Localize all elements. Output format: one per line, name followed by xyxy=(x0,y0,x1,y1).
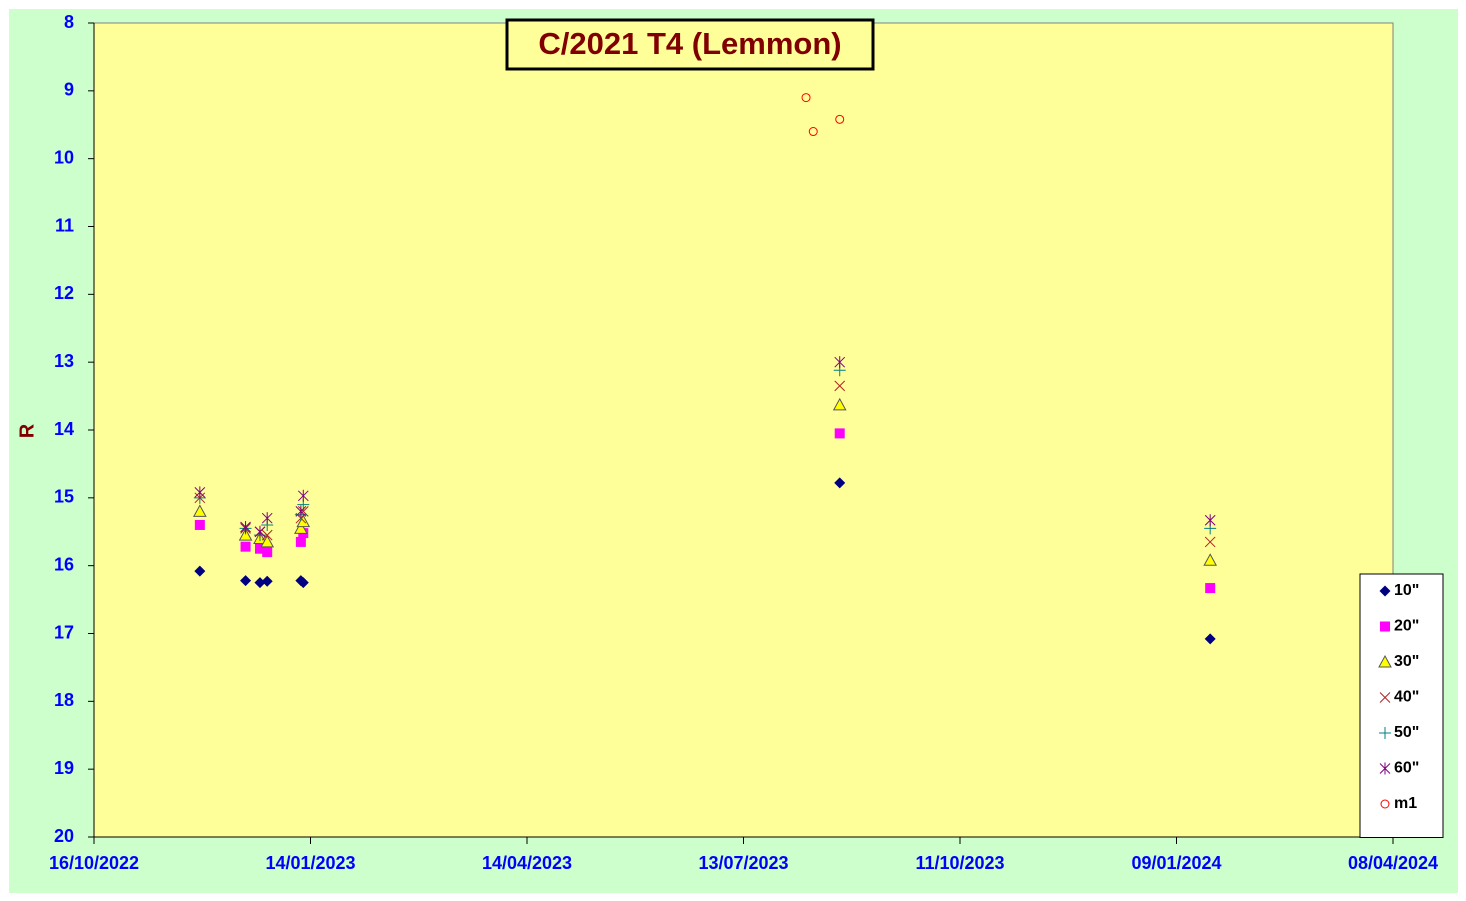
y-tick-label: 15 xyxy=(54,487,74,507)
plot-area xyxy=(93,22,1394,838)
data-point xyxy=(194,519,205,530)
chart-title: C/2021 T4 (Lemmon) xyxy=(538,26,841,61)
data-point xyxy=(1204,536,1216,548)
data-point xyxy=(240,575,252,587)
y-tick-label: 16 xyxy=(54,554,74,574)
legend-box xyxy=(1359,573,1444,838)
y-tick-label: 14 xyxy=(54,419,74,439)
y-tick-label: 13 xyxy=(54,351,74,371)
data-point xyxy=(832,397,847,411)
legend-label: 50" xyxy=(1394,724,1419,741)
y-tick-label: 9 xyxy=(64,80,74,100)
data-point xyxy=(297,489,309,502)
data-point xyxy=(295,505,307,518)
data-point xyxy=(297,577,309,589)
legend-marker xyxy=(1379,692,1391,703)
data-point xyxy=(240,541,251,552)
y-tick-label: 17 xyxy=(54,622,74,642)
y-tick-label: 12 xyxy=(54,283,74,303)
data-point xyxy=(834,380,846,392)
legend-marker xyxy=(1380,799,1390,809)
data-point xyxy=(261,575,273,587)
legend-label: m1 xyxy=(1394,795,1417,812)
x-tick-label: 14/01/2023 xyxy=(265,853,355,873)
y-tick-label: 11 xyxy=(55,215,74,235)
y-axis-label: R xyxy=(16,423,38,438)
data-point xyxy=(834,356,846,369)
data-point xyxy=(294,521,308,534)
data-point xyxy=(254,543,265,554)
y-tick-label: 8 xyxy=(64,12,74,32)
legend-label: 20" xyxy=(1394,618,1419,635)
x-tick-label: 16/10/2022 xyxy=(49,853,139,873)
data-point xyxy=(834,428,845,439)
data-point xyxy=(1204,633,1216,645)
data-point xyxy=(1205,583,1216,594)
x-tick-label: 11/10/2023 xyxy=(915,853,1004,873)
legend-label: 10" xyxy=(1394,582,1419,599)
data-point xyxy=(1204,514,1216,527)
data-point xyxy=(262,547,273,558)
data-point xyxy=(260,534,275,548)
y-tick-label: 10 xyxy=(54,147,74,167)
legend-marker xyxy=(1379,762,1391,775)
data-point xyxy=(808,127,818,137)
y-tick-label: 18 xyxy=(54,690,74,710)
data-point xyxy=(194,486,206,499)
data-point xyxy=(295,536,306,547)
data-point xyxy=(261,529,273,541)
data-point xyxy=(801,93,811,103)
data-point xyxy=(254,525,266,538)
x-tick-label: 09/01/2024 xyxy=(1131,853,1221,873)
x-tick-label: 14/04/2023 xyxy=(482,853,572,873)
title-box xyxy=(505,18,875,71)
x-tick-label: 13/07/2023 xyxy=(698,853,788,873)
legend-label: 60" xyxy=(1394,760,1419,777)
legend-label: 30" xyxy=(1394,653,1419,670)
data-point xyxy=(835,114,845,124)
data-point xyxy=(193,504,207,517)
data-point xyxy=(261,512,273,525)
legend-marker xyxy=(1379,727,1391,739)
legend-marker xyxy=(1378,654,1392,668)
y-tick-label: 19 xyxy=(54,758,74,778)
data-point xyxy=(238,528,253,541)
data-point xyxy=(254,577,266,589)
data-point xyxy=(1203,553,1218,566)
data-point xyxy=(194,565,206,577)
x-tick-label: 08/04/2024 xyxy=(1348,853,1438,873)
y-tick-label: 20 xyxy=(54,826,74,846)
legend-label: 40" xyxy=(1394,689,1419,706)
data-point xyxy=(834,477,846,489)
data-point xyxy=(240,521,251,534)
legend-marker xyxy=(1379,585,1391,597)
legend-marker xyxy=(1380,621,1390,632)
